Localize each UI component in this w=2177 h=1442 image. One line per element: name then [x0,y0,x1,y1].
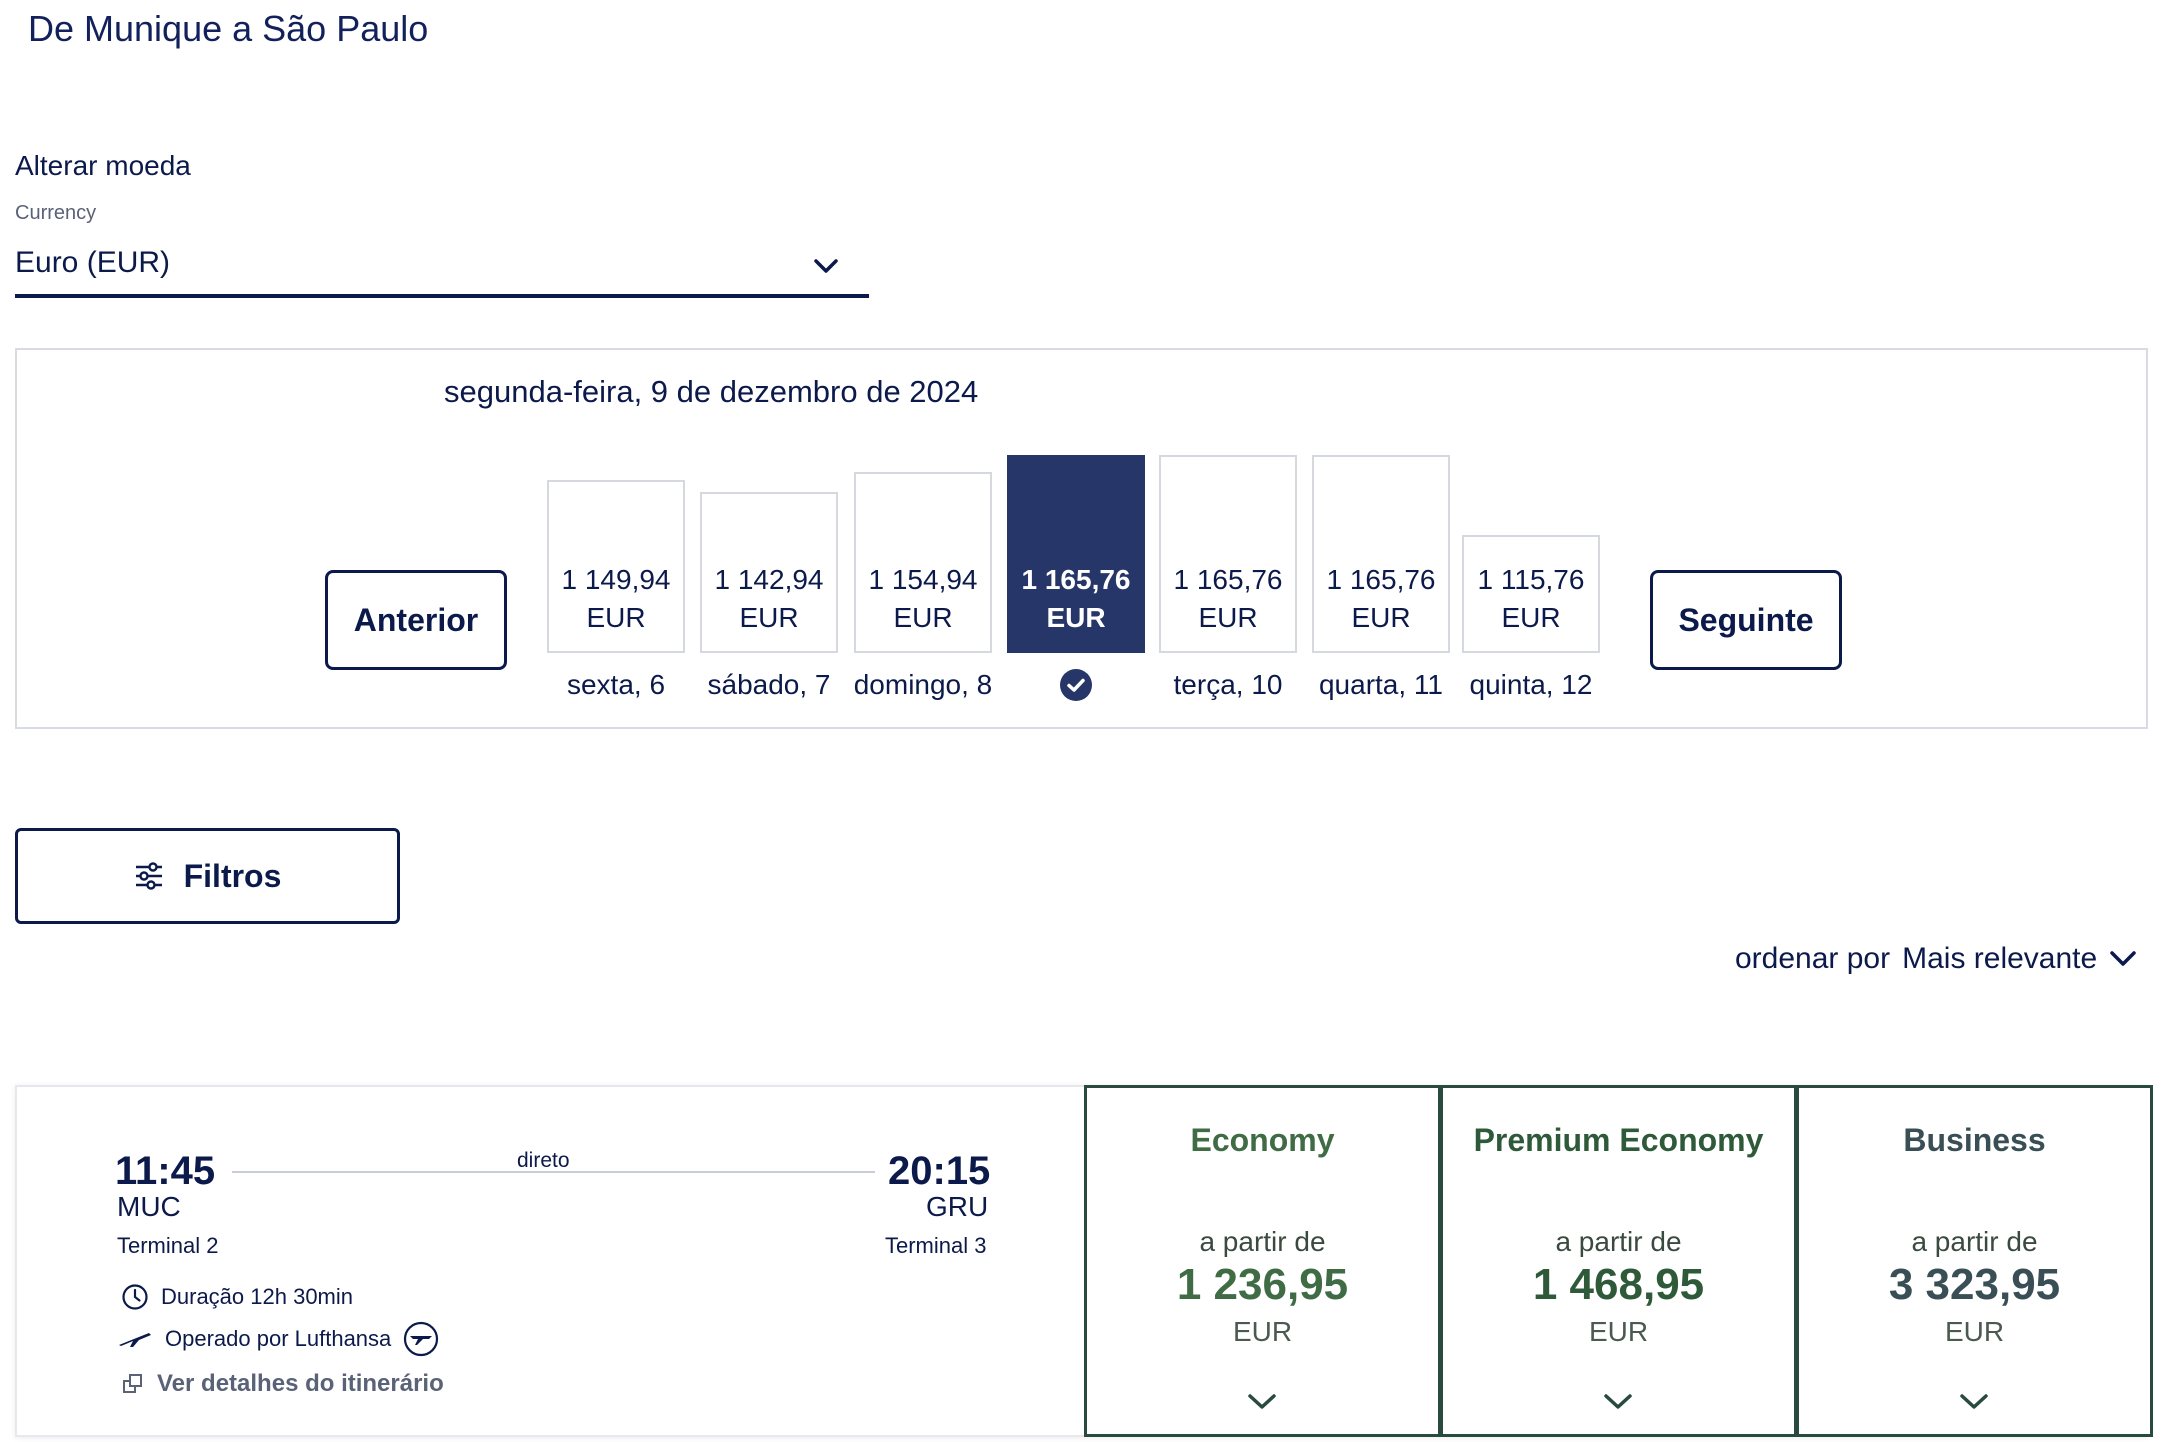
fare-from-label: a partir de [1911,1226,2038,1257]
fare-business[interactable]: Business a partir de 3 323,95 EUR [1796,1085,2153,1437]
departure-terminal: Terminal 2 [117,1233,219,1258]
stops-label: direto [517,1149,570,1172]
chevron-down-icon [1959,1393,1989,1411]
day-option-selected[interactable]: 1 165,76 EUR [1007,350,1145,731]
fare-currency: EUR [1588,1316,1649,1347]
page-title: De Munique a São Paulo [28,8,429,49]
day-price: 1 165,76 [1173,564,1283,595]
chevron-down-icon [813,258,839,274]
day-price: 1 142,94 [714,564,824,595]
selected-date-label: segunda-feira, 9 de dezembro de 2024 [444,374,979,409]
day-currency: EUR [1198,602,1258,633]
day-price: 1 165,76 [1326,564,1436,595]
day-label: sábado, 7 [707,669,831,700]
day-label: domingo, 8 [853,669,993,700]
day-option[interactable]: 1 142,94 EUR sábado, 7 [700,350,838,731]
day-price: 1 115,76 [1477,564,1585,595]
day-currency: EUR [739,602,799,633]
chevron-down-icon [2109,950,2137,968]
day-currency: EUR [893,602,953,633]
price-bar: 1 142,94 EUR [700,492,838,653]
day-price: 1 165,76 [1021,564,1131,595]
day-option[interactable]: 1 154,94 EUR domingo, 8 [854,350,992,731]
day-price: 1 149,94 [561,564,671,595]
chevron-down-icon [1603,1393,1633,1411]
currency-caption: Currency [15,202,97,224]
operator-text: Operado por Lufthansa [165,1326,392,1351]
duration-text: Duração 12h 30min [161,1284,354,1309]
next-button[interactable]: Seguinte [1650,570,1842,670]
filters-button[interactable]: Filtros [15,828,400,924]
fare-price: 1 468,95 [1532,1260,1705,1309]
previous-button[interactable]: Anterior [325,570,507,670]
operator-row: Operado por Lufthansa [117,1321,439,1357]
departure-time: 11:45 [115,1149,216,1193]
price-bar: 1 115,76 EUR [1462,535,1600,653]
external-link-icon [121,1372,145,1396]
fare-currency: EUR [1232,1316,1293,1347]
route-line [232,1171,875,1173]
price-bar: 1 154,94 EUR [854,472,992,653]
day-currency: EUR [1351,602,1411,633]
fare-from-label: a partir de [1555,1226,1682,1257]
day-label: sexta, 6 [566,669,666,700]
flight-card: 11:45 MUC Terminal 2 direto 20:15 GRU Te… [15,1085,2153,1437]
departure-airport: MUC [117,1191,181,1222]
day-option[interactable]: 1 149,94 EUR sexta, 6 [547,350,685,731]
price-bar: 1 165,76 EUR [1312,455,1450,653]
fare-name: Premium Economy [1473,1122,1764,1158]
day-currency: EUR [1501,602,1561,633]
arrival-airport: GRU [926,1191,989,1222]
chevron-down-icon [1247,1393,1277,1411]
day-label: quinta, 12 [1469,669,1593,700]
fare-name: Business [1903,1122,2046,1158]
day-option[interactable]: 1 165,76 EUR quarta, 11 [1312,350,1450,731]
sort-value: Mais relevante [1902,942,2098,975]
fare-premium-economy[interactable]: Premium Economy a partir de 1 468,95 EUR [1440,1085,1797,1437]
filters-label: Filtros [183,857,282,894]
arrival-time: 20:15 [888,1149,991,1193]
price-bar: 1 149,94 EUR [547,480,685,653]
fare-currency: EUR [1944,1316,2005,1347]
day-label: quarta, 11 [1318,669,1444,700]
currency-select[interactable]: Euro (EUR) [15,236,869,298]
airplane-icon [117,1329,153,1349]
itinerary-details-link[interactable]: Ver detalhes do itinerário [121,1370,444,1398]
duration-row: Duração 12h 30min [121,1283,353,1311]
price-bar: 1 165,76 EUR [1007,455,1145,653]
day-currency: EUR [1046,602,1106,633]
sort-dropdown[interactable]: ordenar por Mais relevante [1735,942,2137,976]
clock-icon [121,1283,149,1311]
currency-heading: Alterar moeda [15,150,191,181]
fare-name: Economy [1190,1122,1335,1158]
lufthansa-logo-icon [403,1321,439,1357]
fare-price: 1 236,95 [1176,1260,1349,1309]
itinerary-details-text: Ver detalhes do itinerário [157,1370,444,1397]
day-currency: EUR [586,602,646,633]
fare-from-label: a partir de [1199,1226,1326,1257]
day-price: 1 154,94 [868,564,978,595]
checkmark-icon [1060,669,1092,701]
sliders-icon [134,862,164,890]
day-label: terça, 10 [1173,669,1283,700]
price-bar: 1 165,76 EUR [1159,455,1297,653]
day-option[interactable]: 1 165,76 EUR terça, 10 [1159,350,1297,731]
currency-select-value: Euro (EUR) [15,246,171,279]
day-option[interactable]: 1 115,76 EUR quinta, 12 [1462,350,1600,731]
fare-price: 3 323,95 [1888,1260,2061,1309]
date-panel: segunda-feira, 9 de dezembro de 2024 Ant… [15,348,2148,729]
arrival-terminal: Terminal 3 [885,1233,987,1258]
fare-economy[interactable]: Economy a partir de 1 236,95 EUR [1084,1085,1441,1437]
sort-label: ordenar por [1735,942,1891,975]
